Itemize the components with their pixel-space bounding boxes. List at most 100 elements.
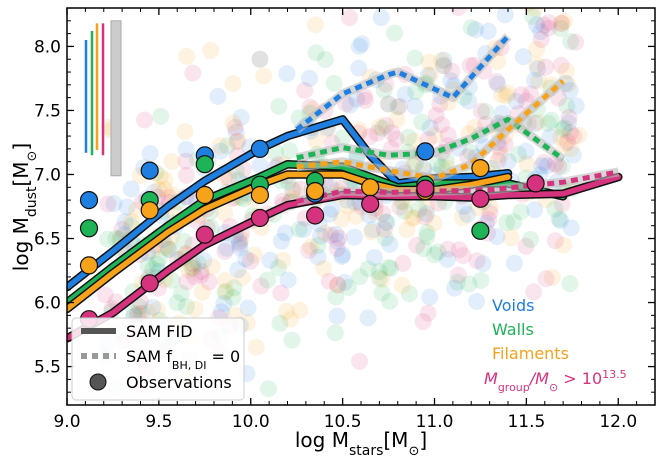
background-galaxy-point [528,113,546,131]
background-galaxy-point [172,284,190,302]
background-galaxy-point [193,283,211,301]
background-galaxy-point [156,180,174,198]
background-galaxy-point [400,285,418,303]
background-galaxy-point [239,299,257,317]
background-galaxy-point [529,60,547,78]
background-galaxy-point [559,75,577,93]
x-tick-label: 11.0 [416,412,454,432]
background-galaxy-point [533,157,551,175]
background-galaxy-point [553,195,571,213]
background-galaxy-point [546,232,564,250]
background-galaxy-point [564,146,582,164]
background-galaxy-point [567,97,585,115]
background-galaxy-point [450,241,468,259]
observation-point-groups [140,274,159,293]
background-galaxy-point [462,19,480,37]
background-galaxy-point [328,307,346,325]
background-galaxy-point [517,237,535,255]
background-galaxy-point [435,51,453,69]
background-galaxy-point [553,14,571,32]
background-galaxy-point [307,131,325,149]
background-galaxy-point [144,298,162,316]
background-galaxy-point [426,126,444,144]
background-galaxy-point [454,247,472,265]
background-galaxy-point [562,140,580,157]
background-galaxy-point [177,140,195,158]
background-galaxy-point [526,71,544,89]
background-galaxy-point [104,409,121,426]
background-galaxy-point [359,309,377,327]
background-galaxy-point [184,259,202,277]
observation-point-groups [361,194,380,213]
background-galaxy-point [156,239,174,257]
background-galaxy-point [186,268,204,286]
background-galaxy-point [161,241,179,259]
env-label-filaments: Filaments [492,344,569,363]
background-galaxy-point [237,250,255,268]
background-galaxy-point [322,226,340,244]
background-galaxy-point [365,249,383,266]
background-galaxy-point [410,200,428,218]
observation-point-groups [416,179,435,198]
background-galaxy-point [260,380,277,398]
background-galaxy-point [512,86,530,104]
background-galaxy-point [99,230,117,248]
background-galaxy-point [387,130,405,148]
background-galaxy-point [380,95,398,113]
background-galaxy-point [398,221,416,239]
background-galaxy-point [405,209,423,227]
sam-fdi-line-voids [295,34,510,132]
background-galaxy-point [192,263,210,280]
background-galaxy-point [351,352,368,370]
background-galaxy-point [488,228,506,246]
background-galaxy-point [247,338,265,356]
background-galaxy-point [403,209,421,227]
background-galaxy-point [306,16,324,34]
background-galaxy-point [152,107,170,125]
background-galaxy-point [350,37,368,55]
sam-fdi-line-filaments [296,79,565,181]
legend-obs-label: Observations [126,373,232,392]
background-galaxy-point [407,155,424,172]
y-tick-label: 7.5 [34,101,61,121]
background-galaxy-point [270,97,288,115]
background-galaxy-point [291,301,309,319]
background-galaxy-point [138,303,156,321]
background-galaxy-point [389,98,406,116]
background-galaxy-point [273,232,290,250]
background-galaxy-point [212,303,230,321]
background-galaxy-point [406,97,424,115]
background-galaxy-point [386,24,404,42]
legend: SAM FID SAM fBH, DI = 0 Observations [71,317,245,401]
axis-ticks: 9.0 9.5 10.0 10.5 11.0 11.5 12.0 5.5 6.0 6.5 7.0 7.… [34,7,656,432]
background-galaxy-point [420,53,438,71]
background-galaxy-point [251,50,269,68]
background-galaxy-point [227,123,245,141]
y-label-unit: [M [9,162,33,187]
background-galaxy-point [195,251,213,269]
background-galaxy-point [359,260,377,278]
x-tick-label: 12.0 [599,412,637,432]
background-galaxy-point [356,91,374,109]
background-galaxy-point [230,233,248,251]
background-galaxy-point [558,97,576,115]
background-galaxy-point [555,119,573,137]
legend-obs-marker [89,373,107,391]
background-galaxy-point [429,155,446,173]
background-galaxy-point [320,272,338,290]
background-galaxy-point [329,276,346,294]
background-galaxy-point [233,269,251,287]
observation-point-walls [471,221,490,240]
background-galaxy-point [414,313,432,331]
background-galaxy-point [528,16,546,34]
background-galaxy-point [301,69,318,87]
background-galaxy-point [168,294,186,312]
background-galaxy-point [182,258,200,276]
background-galaxy-point [379,259,397,277]
background-galaxy-point [374,119,391,137]
background-galaxy-point [212,142,229,160]
background-galaxy-point [449,273,466,291]
background-galaxy-point [381,235,399,253]
background-galaxy-point [479,22,497,40]
